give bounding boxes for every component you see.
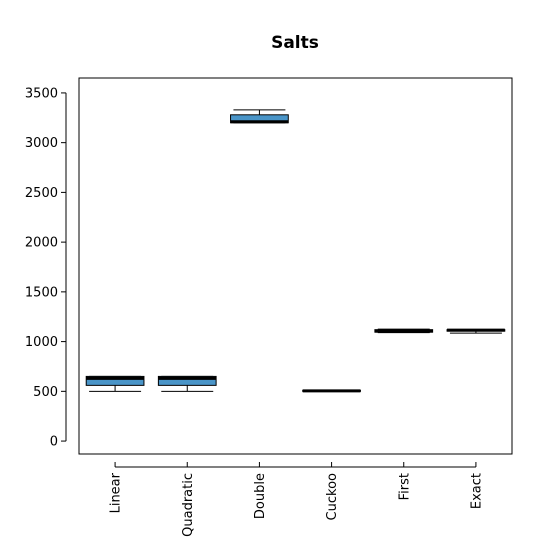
box-cuckoo [302,389,361,393]
y-tick-label: 500 [33,385,58,400]
y-tick-label: 1500 [25,285,58,300]
y-tick-label: 0 [50,435,58,450]
y-tick-label: 3500 [25,86,58,101]
x-tick-label: Cuckoo [325,473,340,520]
box-double [230,109,289,124]
y-tick-label: 3000 [25,136,58,151]
box-exact [446,328,506,334]
y-axis: 0 500 1000 1500 2000 2500 3000 3500 [25,86,67,450]
box-quadratic [157,375,217,392]
box-body [85,375,145,386]
x-tick-label: Quadratic [181,473,196,537]
box-body [157,375,217,386]
y-tick-label: 2000 [25,236,58,251]
x-tick-label: First [397,473,412,500]
x-tick-label: Linear [109,472,124,513]
y-tick-label: 1000 [25,335,58,350]
x-tick-label: Exact [469,473,484,509]
box-linear [85,375,145,392]
y-tick-label: 2500 [25,186,58,201]
x-tick-label: Double [253,473,268,519]
chart-title: Salts [271,33,319,53]
x-axis: Linear Quadratic Double Cuckoo First Exact [109,462,484,537]
box-first [374,328,434,334]
plot-frame [78,77,513,455]
boxes-group [85,109,506,393]
